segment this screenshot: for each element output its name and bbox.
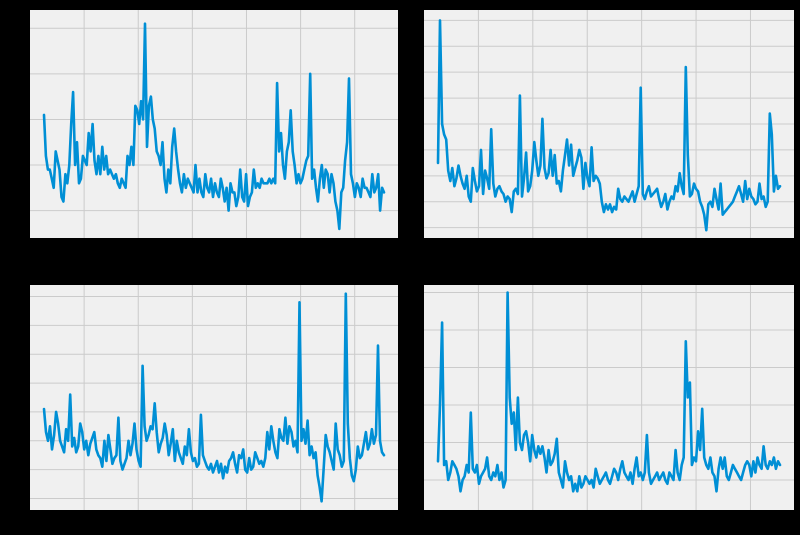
plot-area bbox=[424, 285, 794, 510]
chart-panel-bottom-left bbox=[30, 285, 398, 510]
chart-panel-top-left bbox=[30, 10, 398, 238]
chart-panel-top-right bbox=[424, 10, 794, 238]
plot-area bbox=[30, 10, 398, 238]
series-line-1 bbox=[436, 291, 782, 493]
plot-area bbox=[30, 285, 398, 510]
chart-panel-bottom-right bbox=[424, 285, 794, 510]
series-line-1 bbox=[42, 22, 386, 231]
series-line-1 bbox=[436, 19, 782, 232]
series-line-1 bbox=[42, 292, 386, 503]
